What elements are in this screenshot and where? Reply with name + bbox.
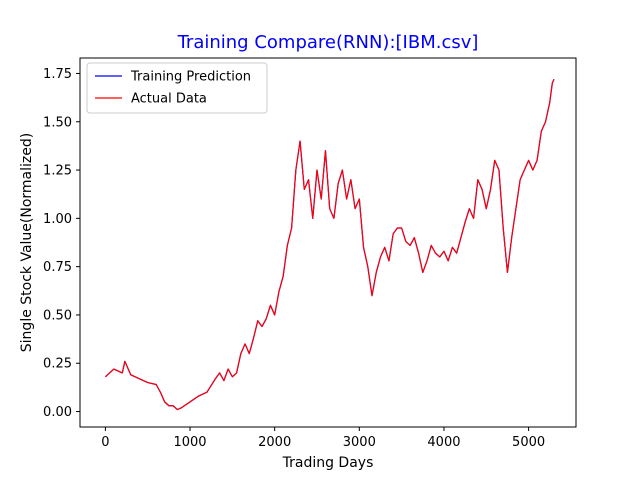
x-tick-label: 4000 (427, 435, 460, 450)
y-tick-label: 1.25 (43, 164, 72, 179)
y-axis-label: Single Stock Value(Normalized) (19, 133, 35, 352)
x-axis-ticks: 0 1000 2000 3000 4000 5000 (101, 427, 545, 450)
legend-label: Actual Data (131, 92, 207, 107)
y-axis-ticks: 0.00 0.25 0.50 0.75 1.00 1.25 1.50 1.75 (43, 67, 80, 420)
x-tick-label: 0 (101, 435, 109, 450)
y-tick-label: 0.25 (43, 357, 72, 372)
x-tick-label: 1000 (173, 435, 206, 450)
series-layer (104, 79, 555, 411)
series-line-1 (104, 79, 555, 411)
y-tick-label: 1.00 (43, 212, 72, 227)
legend-label: Training Prediction (130, 70, 251, 85)
plot-frame (79, 57, 577, 428)
x-tick-label: 2000 (258, 435, 291, 450)
x-axis-label: Trading Days (282, 455, 374, 471)
y-tick-label: 0.50 (43, 308, 72, 323)
y-tick-label: 0.00 (43, 405, 72, 420)
x-tick-label: 3000 (343, 435, 376, 450)
y-tick-label: 1.50 (43, 115, 72, 130)
chart-title: Training Compare(RNN):[IBM.csv] (177, 32, 479, 53)
legend-box (86, 62, 268, 114)
legend: Training Prediction Actual Data (86, 62, 268, 114)
y-tick-label: 1.75 (43, 67, 72, 82)
x-tick-label: 5000 (512, 435, 545, 450)
y-tick-label: 0.75 (43, 260, 72, 275)
